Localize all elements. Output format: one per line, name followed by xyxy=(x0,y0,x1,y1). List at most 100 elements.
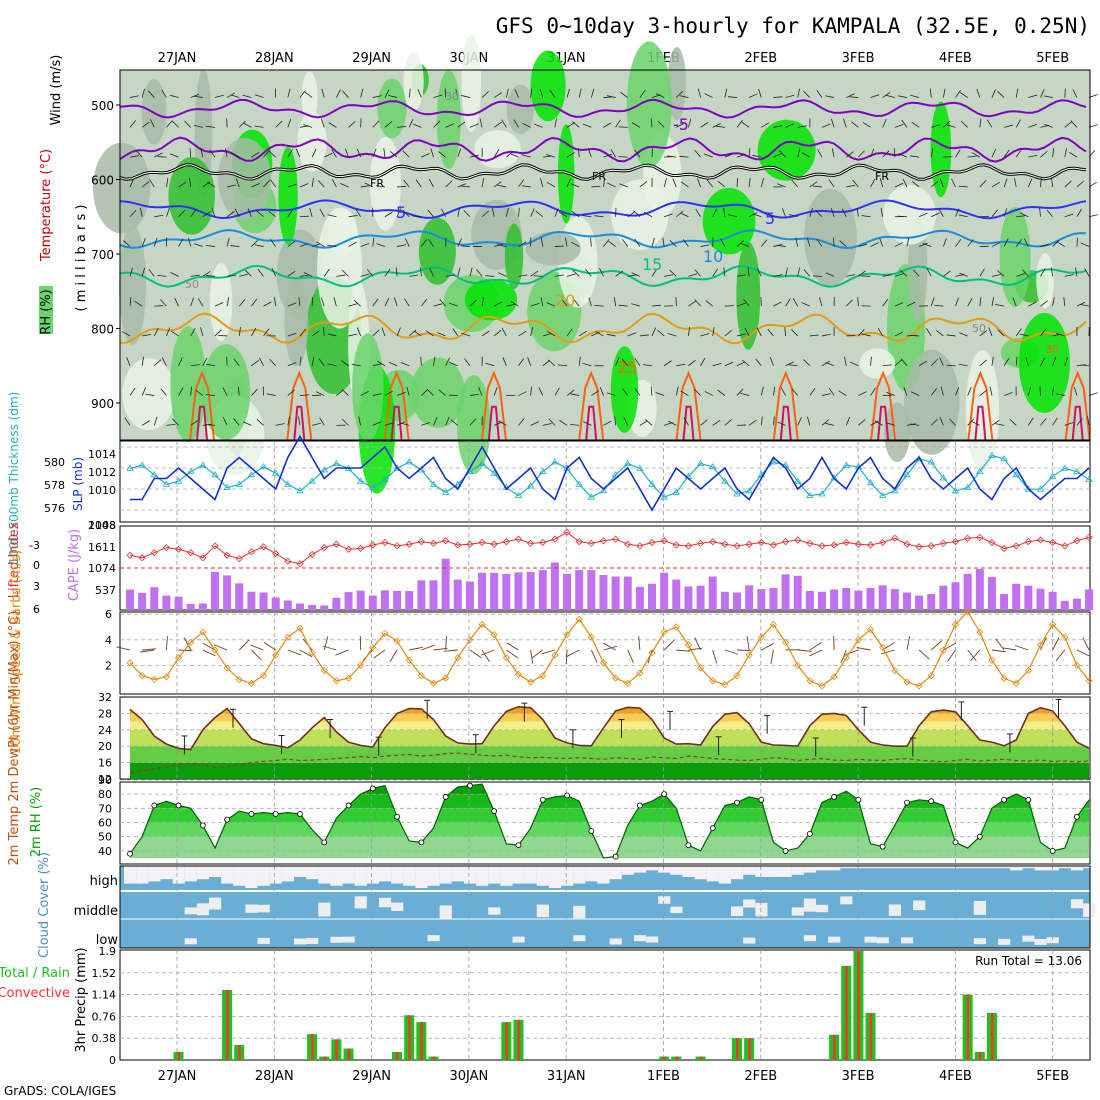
wind-barb xyxy=(946,364,956,367)
wind10-barb xyxy=(541,649,556,655)
wind-barb xyxy=(239,273,249,277)
cape-bar xyxy=(344,592,353,610)
wind-barb xyxy=(683,417,689,426)
lifted-index-marker xyxy=(854,540,862,548)
wind-barb xyxy=(676,90,684,98)
wind-barb xyxy=(955,239,962,247)
cape-tick-label: 2148 xyxy=(88,519,116,532)
wind-barb xyxy=(518,207,520,217)
lifted-index-marker xyxy=(405,540,413,548)
wind-barb xyxy=(819,297,823,307)
high-cloud-cell xyxy=(985,866,999,869)
wind-barb xyxy=(675,386,679,396)
wind-barb xyxy=(991,148,997,158)
wind10-barb xyxy=(183,637,192,651)
wind10-barb xyxy=(142,648,157,651)
precip-tick-label: 1.9 xyxy=(99,945,117,958)
wind-barb xyxy=(910,423,920,426)
wind-barb xyxy=(886,94,895,98)
wind-barb xyxy=(578,330,587,337)
wind-barb xyxy=(348,241,357,247)
wind-barb xyxy=(311,297,314,307)
upper-air-frame xyxy=(119,69,1091,441)
wind-barb xyxy=(724,153,734,158)
wind-barb xyxy=(912,269,920,277)
wind-barb xyxy=(613,297,616,307)
wind-barb xyxy=(955,208,960,217)
wind-barb xyxy=(991,89,996,98)
high-cloud-cell xyxy=(354,866,367,886)
cape-bar xyxy=(162,595,171,610)
wind-barb xyxy=(570,423,580,426)
wind-barb xyxy=(538,387,544,396)
wind-barb xyxy=(530,386,532,396)
wind-barb xyxy=(700,357,706,366)
wind-barb xyxy=(402,150,410,158)
wind-barb xyxy=(1039,386,1041,396)
thickness-tick-label: 580 xyxy=(44,456,65,469)
wind-barb xyxy=(784,326,786,336)
wind-barb xyxy=(736,154,746,158)
wind-barb xyxy=(825,422,835,426)
wind-barb xyxy=(620,91,628,98)
wind-barb xyxy=(967,298,973,307)
wind-barb xyxy=(833,237,835,247)
wind-barb xyxy=(663,178,667,188)
cape-bar xyxy=(890,589,899,610)
thickness-marker xyxy=(903,471,911,478)
wind-barb xyxy=(712,208,718,217)
wind-barb xyxy=(189,177,192,188)
wind-barb xyxy=(700,419,708,426)
wind-barb xyxy=(408,88,411,98)
high-cloud-cell xyxy=(281,866,295,882)
wind-barb xyxy=(874,420,883,426)
wind-barb xyxy=(433,94,443,98)
wind-barb xyxy=(582,123,592,128)
cape-bar xyxy=(490,572,499,610)
wind-barb xyxy=(169,94,179,98)
wind-barb xyxy=(809,208,813,217)
high-cloud-cell xyxy=(646,866,659,871)
wind-barb xyxy=(251,183,260,188)
wind-barb xyxy=(327,363,337,367)
wind-barb xyxy=(936,330,944,337)
wind-barb xyxy=(1016,215,1026,218)
wind-barb xyxy=(356,327,362,337)
high-cloud-cell xyxy=(1070,866,1084,871)
wind-barb xyxy=(797,88,800,98)
rh2m-tick-label: 40 xyxy=(98,845,112,858)
date-label-top: 5FEB xyxy=(1036,51,1069,66)
wind-barb xyxy=(1027,386,1031,396)
cape-bar xyxy=(745,585,754,610)
wind-barb xyxy=(825,95,835,98)
cape-bar xyxy=(696,585,705,610)
wind-barb xyxy=(303,124,313,128)
wind10-marker xyxy=(332,677,340,685)
wind-barb xyxy=(403,179,410,188)
wind-barb xyxy=(207,181,216,188)
wind-barb xyxy=(603,239,610,247)
wind-barb xyxy=(1044,123,1053,128)
wind-barb xyxy=(728,96,738,98)
wind-barb xyxy=(1052,297,1055,307)
wind-barb xyxy=(404,238,410,247)
wind-barb xyxy=(773,386,776,396)
high-cloud-cell xyxy=(342,866,355,884)
wind-barb xyxy=(153,237,158,247)
pressure-tick-label: 800 xyxy=(91,323,114,337)
wind-barb xyxy=(894,124,904,128)
precip-convective-bar xyxy=(699,1056,703,1060)
low-cloud-cell xyxy=(512,936,525,943)
date-label-bottom: 5FEB xyxy=(1036,1069,1069,1084)
wind-barb xyxy=(298,416,301,426)
wind-barb xyxy=(651,268,658,277)
rh-contour-blob xyxy=(859,348,896,379)
lifted-index-marker xyxy=(272,549,280,558)
wind-barb xyxy=(939,178,944,188)
temp-contour-30 xyxy=(390,405,403,441)
wind-barb xyxy=(304,91,313,98)
wind-barb xyxy=(457,183,467,188)
wind-barb xyxy=(614,416,616,426)
wind-barb xyxy=(930,148,934,158)
rh2m-marker xyxy=(491,808,498,815)
